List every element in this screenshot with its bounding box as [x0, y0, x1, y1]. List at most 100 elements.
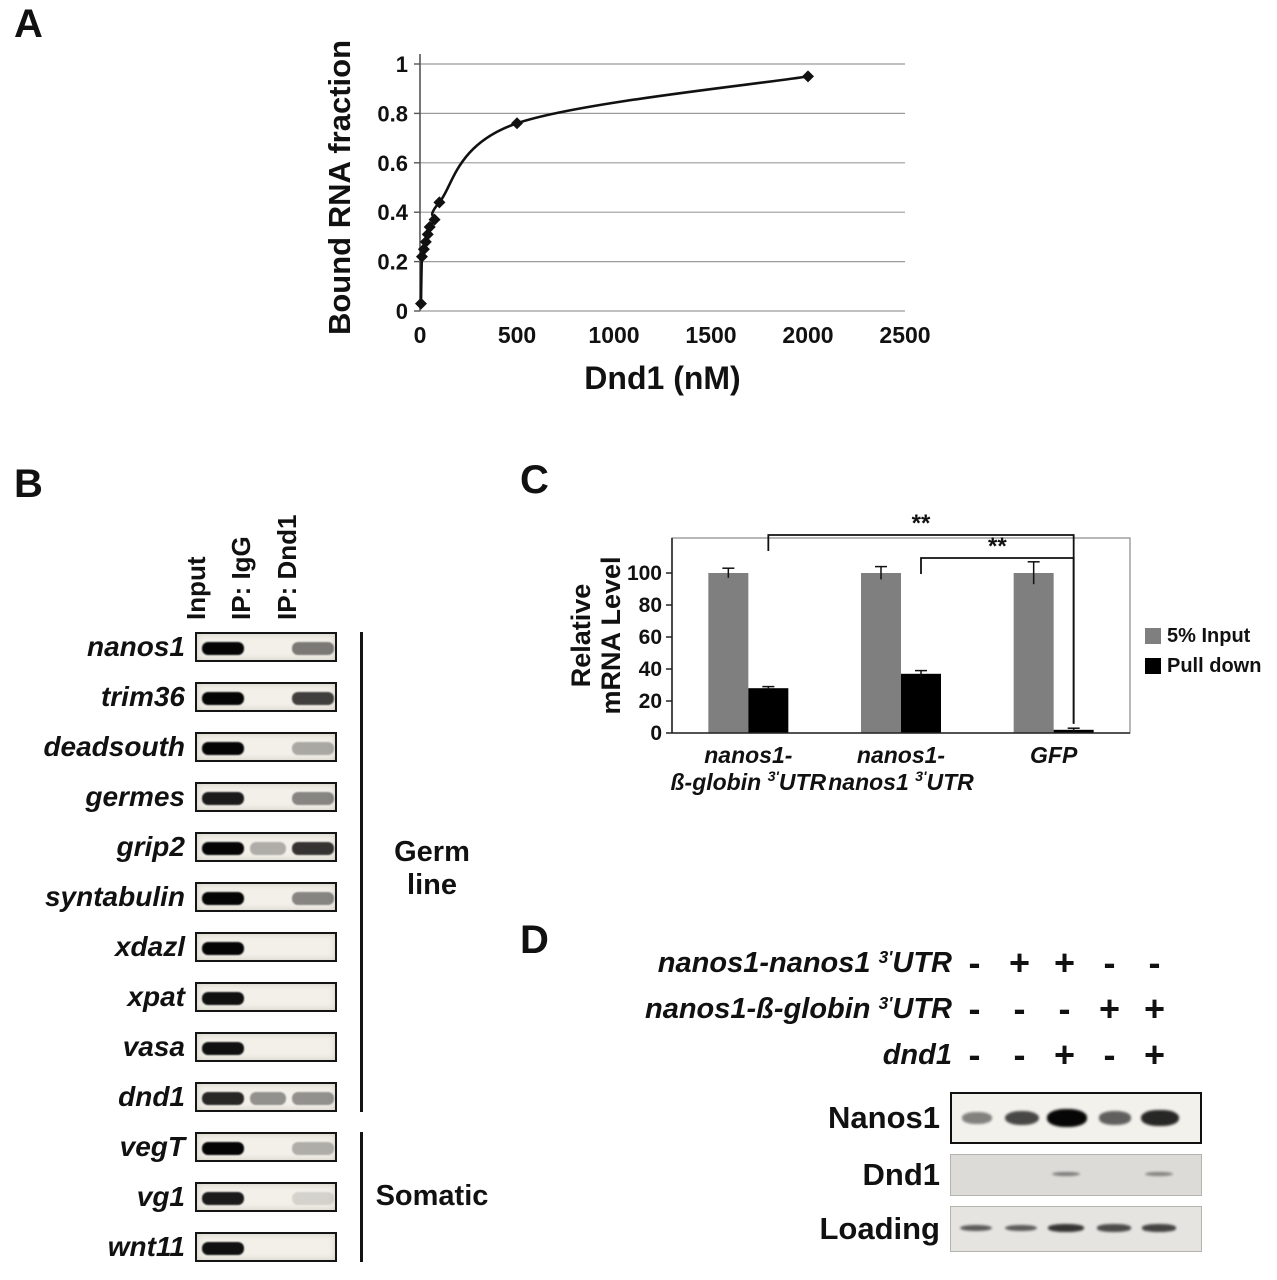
blot-band — [1141, 1224, 1177, 1232]
label-segment: nanos1-nanos1 — [657, 946, 879, 979]
gel-row: syntabulin — [0, 882, 337, 912]
group-label: Somatic — [375, 1180, 489, 1212]
y-axis-title: mRNA Level — [596, 556, 626, 714]
gel-lane-box — [195, 1082, 337, 1112]
gel-band — [202, 742, 244, 755]
minus-sign: - — [968, 1034, 981, 1075]
gel-row: xpat — [0, 982, 337, 1012]
gel-lane-box — [195, 1132, 337, 1162]
label-segment: 3' — [915, 769, 927, 785]
plus-sign: + — [1053, 942, 1076, 983]
gel-lane-box — [195, 832, 337, 862]
gel-band — [292, 692, 334, 705]
data-point — [423, 221, 436, 234]
label-segment: UTR — [926, 769, 974, 795]
label-segment: UTR — [892, 946, 952, 979]
blot-band — [1004, 1224, 1038, 1232]
condition-row: dnd1- - + - + — [540, 1032, 1277, 1078]
label-segment: ß-globin — [670, 769, 767, 795]
y-tick-label: 80 — [639, 594, 662, 617]
gel-lane-box — [195, 1032, 337, 1062]
lane-header: IP: IgG — [226, 536, 256, 620]
gel-band — [292, 1192, 334, 1205]
blot-row: Nanos1 — [540, 1092, 1277, 1144]
gel-row: grip2 — [0, 832, 337, 862]
lane-header: Input — [181, 556, 211, 620]
plus-sign: + — [1098, 988, 1121, 1029]
gel-band — [292, 1142, 334, 1155]
data-point — [433, 196, 446, 209]
condition-label: dnd1 — [540, 1039, 952, 1072]
gel-lane-box — [195, 1232, 337, 1262]
x-tick-label: 2000 — [782, 322, 833, 348]
gene-label: vasa — [122, 1031, 185, 1062]
signs: - - + - + — [952, 1034, 1177, 1076]
gel-lane-box — [195, 632, 337, 662]
gel-rows: nanos1 trim36 deadsouth germes grip2 syntabul… — [0, 632, 337, 1280]
y-tick-label: 40 — [639, 658, 662, 681]
category-label: GFP — [1030, 742, 1078, 768]
blot-box — [950, 1206, 1202, 1252]
gel-band — [292, 842, 334, 855]
gel-row: nanos1 — [0, 632, 337, 662]
input-bar — [1013, 573, 1054, 733]
minus-sign: - — [968, 988, 981, 1029]
group-label: Germ line — [394, 836, 470, 901]
gene-label: vg1 — [136, 1181, 185, 1212]
minus-sign: - — [1013, 988, 1026, 1029]
gel-band — [292, 742, 334, 755]
gel-lane-box — [195, 932, 337, 962]
legend-swatch — [1145, 628, 1161, 644]
y-tick-label: 0 — [650, 722, 662, 745]
y-tick-label: 0.2 — [377, 250, 408, 275]
gel-band — [250, 842, 286, 855]
western-blot-panel: nanos1-nanos1 3'UTR - + + - - nanos1-ß-globin … — [540, 930, 1277, 1262]
x-tick-label: 500 — [498, 322, 536, 348]
y-tick-label: 1 — [396, 52, 408, 77]
gene-label: xdazl — [114, 931, 185, 962]
blot-label: Nanos1 — [828, 1100, 940, 1135]
panel-d-label: D — [520, 918, 549, 962]
gene-label: vegT — [119, 1131, 185, 1162]
sig-bracket — [920, 557, 1075, 724]
category-label: nanos1 3'UTR — [828, 769, 974, 795]
category-label: ß-globin 3'UTR — [670, 769, 826, 795]
legend-swatch — [1145, 658, 1161, 674]
sig-label: ** — [912, 510, 931, 537]
label-segment: UTR — [779, 769, 827, 795]
x-tick-label: 2500 — [879, 322, 930, 348]
group-bracket — [360, 1132, 363, 1262]
label-segment: UTR — [892, 992, 952, 1025]
blot-box — [950, 1092, 1202, 1144]
gel-band — [202, 942, 244, 955]
panel-a-label: A — [14, 2, 43, 46]
x-tick-label: 1500 — [685, 322, 736, 348]
y-tick-label: 0.8 — [377, 101, 408, 126]
gene-label: germes — [85, 781, 185, 812]
gel-row: vegT — [0, 1132, 337, 1162]
sig-label: ** — [988, 533, 1007, 560]
blot-band — [1047, 1109, 1087, 1127]
x-axis-title: Dnd1 (nM) — [584, 360, 740, 396]
y-tick-label: 0.6 — [377, 151, 408, 176]
gene-label: syntabulin — [44, 881, 185, 912]
minus-sign: - — [1148, 942, 1161, 983]
blot-band — [1097, 1224, 1131, 1232]
data-point — [802, 70, 814, 83]
data-point — [419, 235, 432, 248]
label-segment: nanos1-ß-globin — [644, 992, 879, 1025]
blot-band — [1051, 1171, 1081, 1177]
gel-row: trim36 — [0, 682, 337, 712]
blot-row: Dnd1 — [540, 1154, 1277, 1196]
gel-band — [202, 1242, 244, 1255]
gel-row: deadsouth — [0, 732, 337, 762]
label-segment: dnd1 — [882, 1038, 952, 1071]
input-bar — [861, 573, 901, 733]
signs: - - - + + — [952, 988, 1177, 1030]
blot-label: Loading — [819, 1211, 940, 1246]
blot-label: Dnd1 — [862, 1157, 941, 1192]
panel-c-label: C — [520, 458, 549, 502]
blot-row: Loading — [540, 1206, 1277, 1252]
gel-band — [202, 692, 244, 705]
gel-band — [202, 1092, 244, 1105]
